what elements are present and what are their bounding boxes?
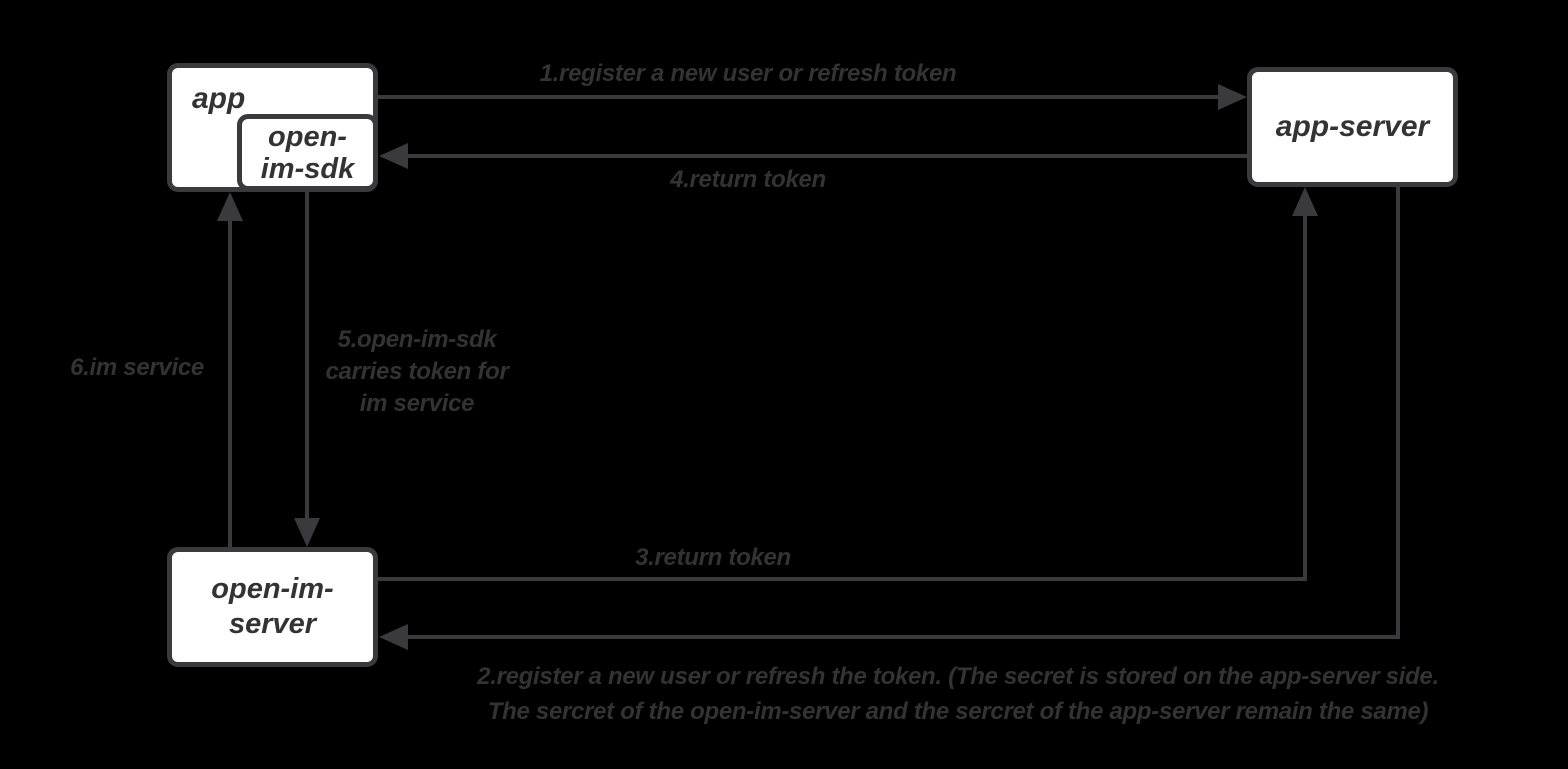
arrow-line (378, 215, 1307, 581)
node-app-server: app-server (1247, 67, 1458, 187)
arrow-register-new-user (378, 84, 1247, 110)
edge-label-im-service: 6.im service (70, 354, 204, 381)
edge-label-return-token-3: 3.return token (635, 544, 791, 571)
node-open-im-sdk: open- im-sdk (237, 114, 378, 191)
edge-label-line: The sercret of the open-im-server and th… (487, 698, 1429, 725)
arrow-head-right-icon (1218, 84, 1247, 110)
node-open-im-server-label-line: open-im- (211, 573, 334, 605)
arrow-head-down-icon (294, 518, 320, 547)
edge-label-line: im service (359, 390, 475, 417)
edge-label-line: 5.open-im-sdk (337, 326, 497, 353)
arrow-return-token-to-sdk (379, 143, 1247, 169)
arrow-line (406, 187, 1400, 639)
arrow-im-service (217, 192, 243, 547)
arrow-sdk-carries-token (294, 190, 320, 547)
node-open-im-sdk-label-line: im-sdk (260, 152, 355, 185)
arrow-head-up-icon (1292, 187, 1318, 216)
node-app-server-label: app-server (1275, 110, 1430, 143)
node-open-im-sdk-label-line: open- (268, 120, 347, 153)
edge-label-register-new-user: 1.register a new user or refresh token (539, 60, 957, 87)
arrow-register-to-im-server (379, 187, 1400, 650)
edge-label-register-to-im-server: 2.register a new user or refresh the tok… (477, 659, 1439, 729)
arrow-head-up-icon (217, 192, 243, 221)
edge-label-line: carries token for (325, 358, 509, 385)
edge-label-return-token-4: 4.return token (670, 166, 826, 193)
node-app-label: app (192, 82, 246, 115)
arrow-head-left-icon (379, 143, 408, 169)
arrow-return-token-to-app-server (378, 187, 1318, 581)
edge-label-line: 2.register a new user or refresh the tok… (477, 663, 1439, 690)
arrow-head-left-icon (379, 624, 408, 650)
node-open-im-server: open-im- server (167, 547, 378, 667)
node-open-im-server-label-line: server (228, 608, 317, 640)
edge-label-sdk-carries-token: 5.open-im-sdk carries token for im servi… (326, 324, 509, 420)
